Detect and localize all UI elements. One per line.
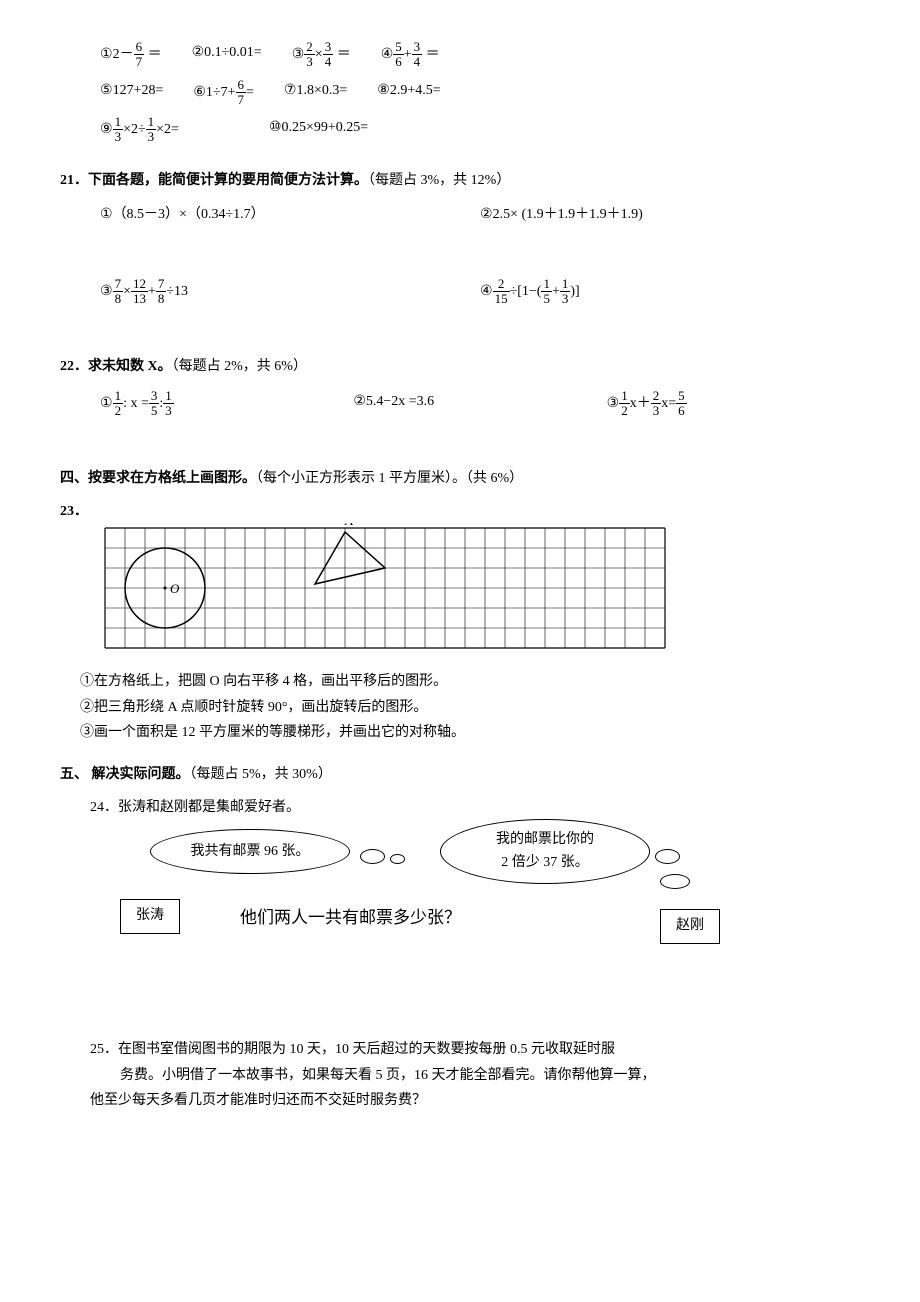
q22-title: 22．求未知数 X。（每题占 2%，共 6%） [60, 356, 860, 378]
name-box-1: 张涛 [120, 899, 180, 933]
cloud-icon [660, 874, 690, 889]
q20-item-4: ④56+34 ＝ [381, 40, 440, 70]
q21-title: 21．下面各题，能简便计算的要用简便方法计算。（每题占 3%，共 12%） [60, 170, 860, 192]
speech-bubble-1: 我共有邮票 96 张。 [150, 829, 350, 874]
q23-instr-3: ③画一个面积是 12 平方厘米的等腰梯形，并画出它的对称轴。 [80, 722, 860, 744]
q23-instr-2: ②把三角形绕 A 点顺时针旋转 90°，画出旋转后的图形。 [80, 697, 860, 719]
q23-instr-1: ①在方格纸上，把圆 O 向右平移 4 格，画出平移后的图形。 [80, 671, 860, 693]
q20-item-5: ⑤127+28= [100, 78, 163, 108]
q23-number: 23． [60, 504, 88, 519]
q20-item-6: ⑥1÷7+67= [193, 78, 254, 108]
cloud-icon [360, 849, 385, 864]
grid-drawing: OA [100, 523, 860, 661]
q22-item-1: ①12: x =35:13 [100, 389, 353, 419]
q20-item-7: ⑦1.8×0.3= [284, 78, 347, 108]
q22-item-2: ②5.4−2x =3.6 [353, 389, 606, 419]
q23-instructions: ①在方格纸上，把圆 O 向右平移 4 格，画出平移后的图形。 ②把三角形绕 A … [60, 671, 860, 744]
svg-text:O: O [170, 581, 180, 596]
q24-question: 他们两人一共有邮票多少张？ [240, 904, 461, 931]
q25-line1: 在图书室借阅图书的期限为 10 天，10 天后超过的天数要按每册 0.5 元收取… [118, 1042, 615, 1057]
speech-bubble-2: 我的邮票比你的 2 倍少 37 张。 [440, 819, 650, 884]
q25-line3: 他至少每天多看几页才能准时归还而不交延时服务费？ [90, 1090, 860, 1112]
section4-title: 四、按要求在方格纸上画图形。（每个小正方形表示 1 平方厘米）。（共 6%） [60, 468, 860, 490]
q25-number: 25． [90, 1042, 118, 1057]
svg-text:A: A [344, 523, 353, 528]
name-box-2: 赵刚 [660, 909, 720, 943]
q22-item-3: ③12x＋23x=56 [607, 389, 860, 419]
q25: 25．在图书室借阅图书的期限为 10 天，10 天后超过的天数要按每册 0.5 … [60, 1039, 860, 1112]
q25-line2: 务费。小明借了一本故事书，如果每天看 5 页，16 天才能全部看完。请你帮他算一… [120, 1065, 860, 1087]
q24-intro: 张涛和赵刚都是集邮爱好者。 [118, 800, 300, 815]
q21-item-1: ①（8.5－3）×（0.34÷1.7） [100, 202, 480, 226]
section5-title: 五、 解决实际问题。（每题占 5%，共 30%） [60, 764, 860, 786]
cloud-icon [390, 854, 405, 864]
q20-item-1: ①2－67 ＝ [100, 40, 162, 70]
q20-item-9: ⑨13×2÷13×2= [100, 115, 179, 145]
q21-item-4: ④215÷[1−(15+13)] [480, 277, 860, 307]
q24-number: 24． [90, 800, 118, 815]
q20-item-10: ⑩0.25×99+0.25= [269, 115, 368, 145]
q20-problems: ①2－67 ＝ ②0.1÷0.01= ③23×34 ＝ ④56+34 ＝ ⑤12… [60, 40, 860, 145]
q21-item-3: ③78×1213+78÷13 [100, 277, 480, 307]
q24: 24．张涛和赵刚都是集邮爱好者。 [90, 797, 860, 819]
q20-item-8: ⑧2.9+4.5= [377, 78, 440, 108]
cloud-icon [655, 849, 680, 864]
q20-item-3: ③23×34 ＝ [292, 40, 351, 70]
q21-item-2: ②2.5× (1.9＋1.9＋1.9＋1.9) [480, 202, 860, 226]
q20-item-2: ②0.1÷0.01= [192, 40, 262, 70]
q24-diagram: 我共有邮票 96 张。 我的邮票比你的 2 倍少 37 张。 张涛 赵刚 他们两… [100, 819, 800, 979]
